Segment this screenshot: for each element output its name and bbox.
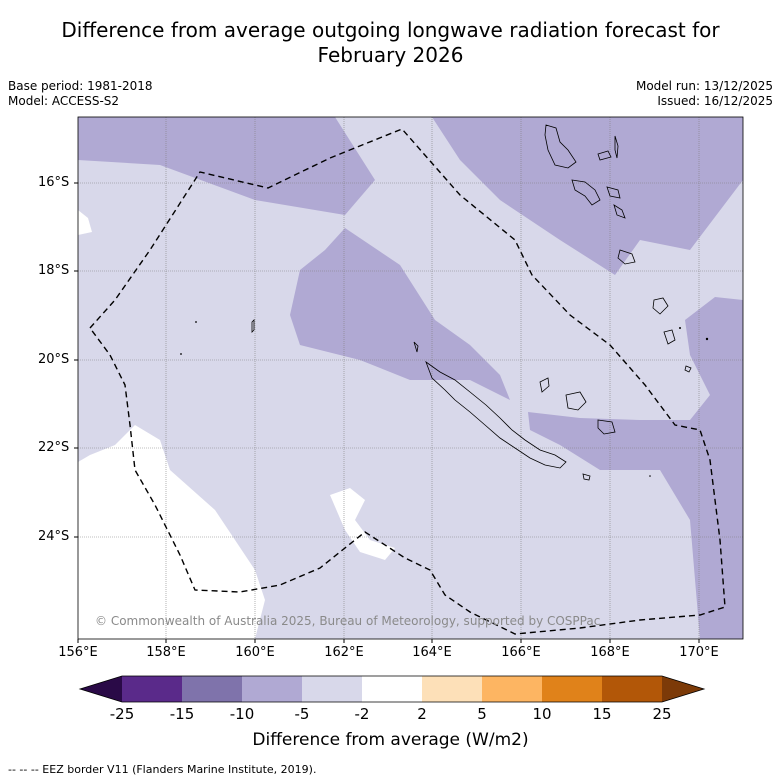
colorbar-tick-label: 15 [592, 705, 612, 723]
lat-label-16s: 16°S [38, 175, 70, 190]
tanna-islet [663, 329, 676, 345]
gridlines [78, 117, 743, 639]
field-neutral-small-2 [78, 210, 92, 235]
colorbar-outline [78, 675, 706, 703]
lat-label-24s: 24°S [38, 529, 70, 544]
lon-label-166e: 166°E [501, 645, 541, 660]
ouvea-islet [539, 377, 550, 393]
lon-label-168e: 168°E [590, 645, 630, 660]
islet-3 [705, 337, 709, 341]
islet-2 [180, 353, 182, 355]
field-band-nw [78, 117, 375, 215]
colorbar-swatch-8 [542, 676, 602, 702]
colorbar-swatch-5 [362, 676, 422, 702]
islet-5 [649, 475, 651, 477]
field-neutral-small-1 [330, 488, 395, 560]
issued-date: Issued: 16/12/2025 [657, 94, 773, 108]
erromango-islet [652, 297, 669, 315]
field-band-se [528, 297, 743, 639]
lon-label-162e: 162°E [324, 645, 364, 660]
colorbar-tick-label: -15 [169, 705, 195, 723]
lat-label-22s: 22°S [38, 440, 70, 455]
colorbar-swatch-2 [182, 676, 242, 702]
malekula-islet [571, 179, 601, 206]
colorbar-tick-label: 2 [417, 705, 427, 723]
isle-of-pines [582, 473, 591, 481]
espiritu-santo-islet [544, 124, 577, 169]
colorbar-title: Difference from average (W/m2) [252, 730, 529, 750]
map-fields [78, 117, 743, 639]
colorbar-tick-label: 5 [477, 705, 487, 723]
efate-islet [617, 249, 636, 265]
colorbar-swatch-6 [422, 676, 482, 702]
colorbar-tick-label: -5 [294, 705, 310, 723]
lon-label-170e: 170°E [679, 645, 719, 660]
lon-label-164e: 164°E [412, 645, 452, 660]
colorbar-tick-label: -2 [354, 705, 370, 723]
base-period: Base period: 1981-2018 [8, 79, 153, 93]
colorbar-swatch-7 [482, 676, 542, 702]
colorbar-tick-label: -10 [229, 705, 255, 723]
epi-islet [613, 204, 626, 219]
pentecost-islet [614, 135, 619, 159]
maewo-islet [597, 150, 612, 161]
model-name: Model: ACCESS-S2 [8, 94, 120, 108]
chesterfield-islet [251, 319, 255, 333]
eez-legend: -- -- -- EEZ border V11 (Flanders Marine… [8, 763, 317, 776]
lat-label-20s: 20°S [38, 352, 70, 367]
colorbar-swatch-3 [242, 676, 302, 702]
field-neutral-w [78, 425, 265, 639]
mare-islet [597, 419, 616, 435]
lon-label-156e: 156°E [58, 645, 98, 660]
lifou-islet [565, 391, 587, 411]
ticks [74, 182, 700, 643]
colorbar-tick-label: 25 [652, 705, 672, 723]
title-line-1: Difference from average outgoing longwav… [61, 18, 720, 42]
model-run: Model run: 13/12/2025 [635, 79, 773, 93]
vanuatu-islands [544, 124, 692, 373]
ambrym-islet [606, 186, 621, 199]
colorbar-tick-label: -25 [109, 705, 135, 723]
islet-1 [195, 321, 197, 323]
islet-4 [679, 327, 681, 329]
colorbar-extend-low [80, 676, 122, 702]
lat-label-18s: 18°S [38, 263, 70, 278]
map-frame [77, 116, 744, 640]
colorbar-extend-high [662, 676, 704, 702]
colorbar-swatch-9 [602, 676, 662, 702]
belep-islet [413, 341, 419, 353]
field-band-ne [432, 117, 743, 275]
title-line-2: February 2026 [317, 43, 464, 67]
meta-right: Model run: 13/12/2025 Issued: 16/12/2025 [636, 79, 773, 109]
lon-label-158e: 158°E [146, 645, 186, 660]
new-caledonia-island [425, 360, 567, 469]
colorbar-tick-label: 10 [532, 705, 552, 723]
colorbar-swatch-1 [122, 676, 182, 702]
colorbar [78, 675, 706, 703]
colorbar-swatch-4 [302, 676, 362, 702]
eez-border [89, 128, 726, 635]
aneityum-islet [684, 365, 692, 373]
meta-left: Base period: 1981-2018 Model: ACCESS-S2 [8, 79, 153, 109]
lon-label-160e: 160°E [235, 645, 275, 660]
page-title: Difference from average outgoing longwav… [0, 18, 781, 68]
copyright-notice: © Commonwealth of Australia 2025, Bureau… [95, 614, 601, 628]
